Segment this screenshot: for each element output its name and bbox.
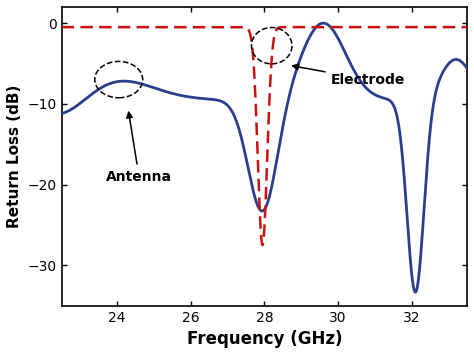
X-axis label: Frequency (GHz): Frequency (GHz) — [187, 330, 342, 348]
Text: Electrode: Electrode — [293, 64, 405, 87]
Text: Antenna: Antenna — [106, 112, 172, 184]
Y-axis label: Return Loss (dB): Return Loss (dB) — [7, 84, 22, 228]
